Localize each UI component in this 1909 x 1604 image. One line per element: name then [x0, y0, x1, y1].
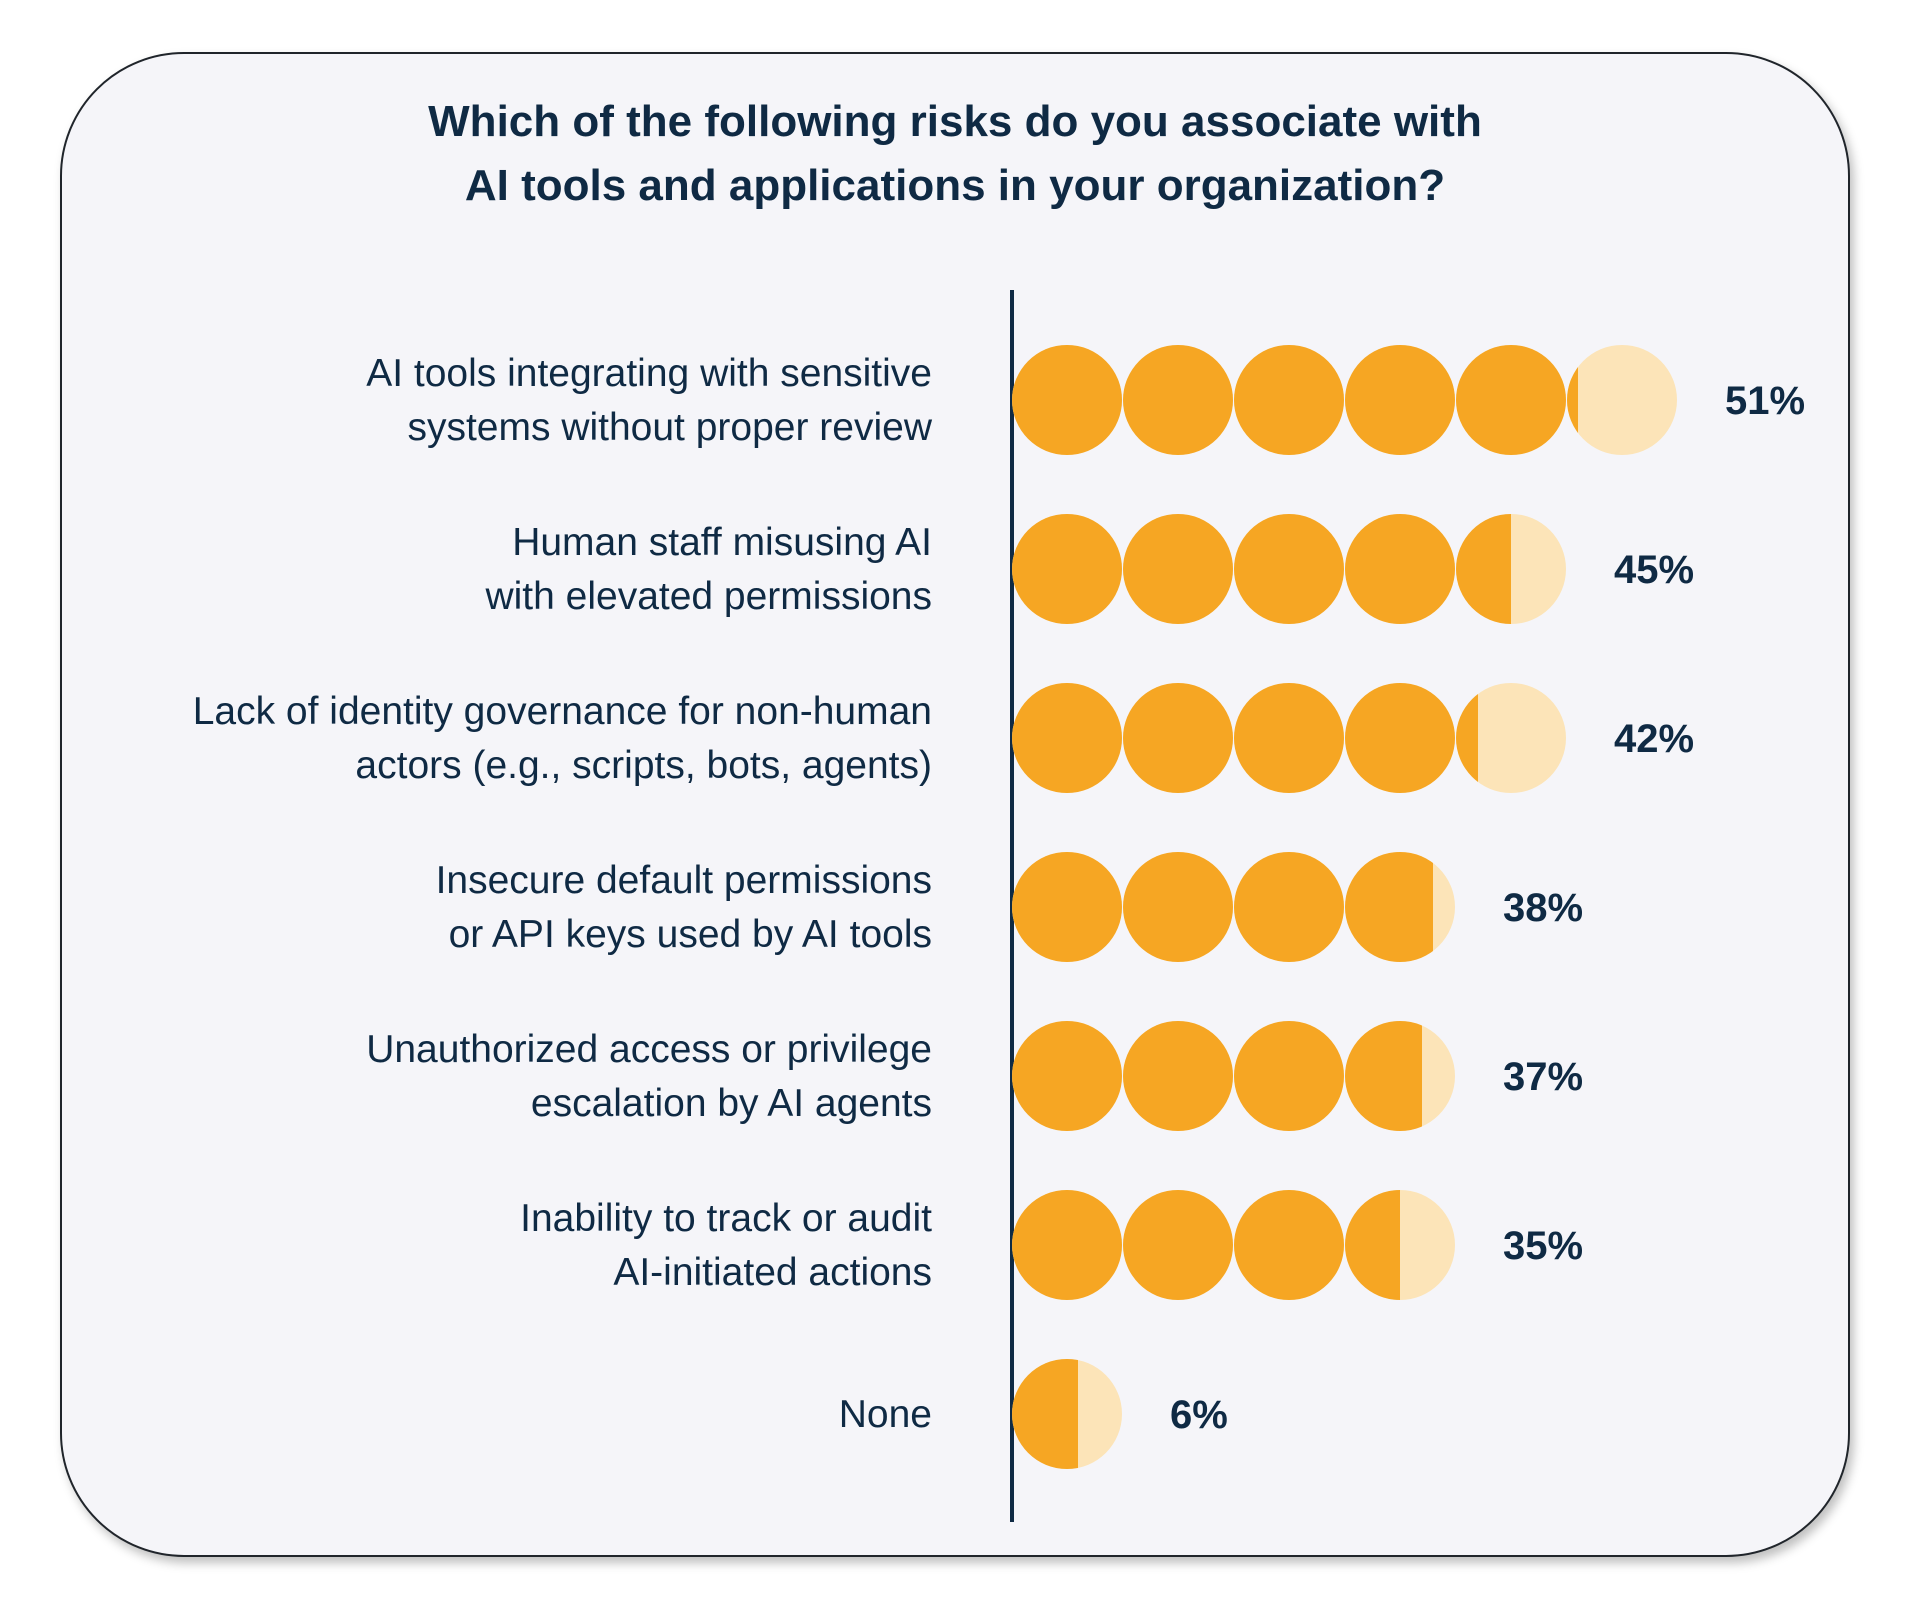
category-label: None: [839, 1393, 932, 1436]
category-label: Unauthorized access or privilege: [366, 1028, 932, 1071]
dot-fill: [1345, 852, 1433, 962]
dot-fill: [1012, 514, 1122, 624]
dot-fill: [1345, 345, 1455, 455]
dot-fill: [1456, 345, 1566, 455]
value-label: 45%: [1614, 548, 1694, 592]
dot-fill: [1234, 1021, 1344, 1131]
value-label: 51%: [1725, 379, 1805, 423]
category-label: Inability to track or audit: [520, 1197, 932, 1240]
value-label: 35%: [1503, 1224, 1583, 1268]
chart-title: Which of the following risks do you asso…: [160, 90, 1750, 218]
category-label: AI tools integrating with sensitive: [366, 352, 932, 395]
dot-fill: [1345, 1190, 1400, 1300]
dot-background: [1567, 345, 1677, 455]
dot-fill: [1012, 1190, 1122, 1300]
value-label: 42%: [1614, 717, 1694, 761]
dot-fill: [1012, 683, 1122, 793]
dot-fill: [1234, 852, 1344, 962]
dot-fill: [1123, 852, 1233, 962]
category-label: escalation by AI agents: [531, 1082, 932, 1125]
chart-title-line-2: AI tools and applications in your organi…: [464, 161, 1446, 210]
dot-fill: [1234, 514, 1344, 624]
dot-fill: [1234, 683, 1344, 793]
dot-fill: [1012, 1359, 1078, 1469]
dot-fill: [1345, 1021, 1422, 1131]
dot-fill: [1123, 1190, 1233, 1300]
dot-fill: [1234, 345, 1344, 455]
value-label: 38%: [1503, 886, 1583, 930]
category-label: actors (e.g., scripts, bots, agents): [355, 744, 932, 787]
dot-fill: [1345, 514, 1455, 624]
dot-fill: [1012, 345, 1122, 455]
value-label: 6%: [1170, 1393, 1228, 1437]
chart-title-line-1: Which of the following risks do you asso…: [428, 97, 1482, 146]
category-label: Insecure default permissions: [436, 859, 932, 902]
category-label: AI-initiated actions: [613, 1251, 932, 1294]
dot-fill: [1456, 514, 1511, 624]
dot-fill: [1123, 683, 1233, 793]
dot-fill: [1123, 514, 1233, 624]
category-label: with elevated permissions: [484, 575, 932, 618]
category-label: Human staff misusing AI: [512, 521, 932, 564]
dot-fill: [1123, 345, 1233, 455]
dot-fill: [1012, 1021, 1122, 1131]
dot-fill: [1123, 1021, 1233, 1131]
dot-fill: [1012, 852, 1122, 962]
dot-background: [1456, 683, 1566, 793]
category-label: systems without proper review: [407, 406, 932, 449]
dot-fill: [1567, 367, 1578, 433]
dot-fill: [1456, 694, 1478, 782]
category-label: or API keys used by AI tools: [449, 913, 932, 956]
value-label: 37%: [1503, 1055, 1583, 1099]
chart-card: [60, 52, 1850, 1557]
dot-fill: [1345, 683, 1455, 793]
category-label: Lack of identity governance for non-huma…: [193, 690, 932, 733]
dot-fill: [1234, 1190, 1344, 1300]
